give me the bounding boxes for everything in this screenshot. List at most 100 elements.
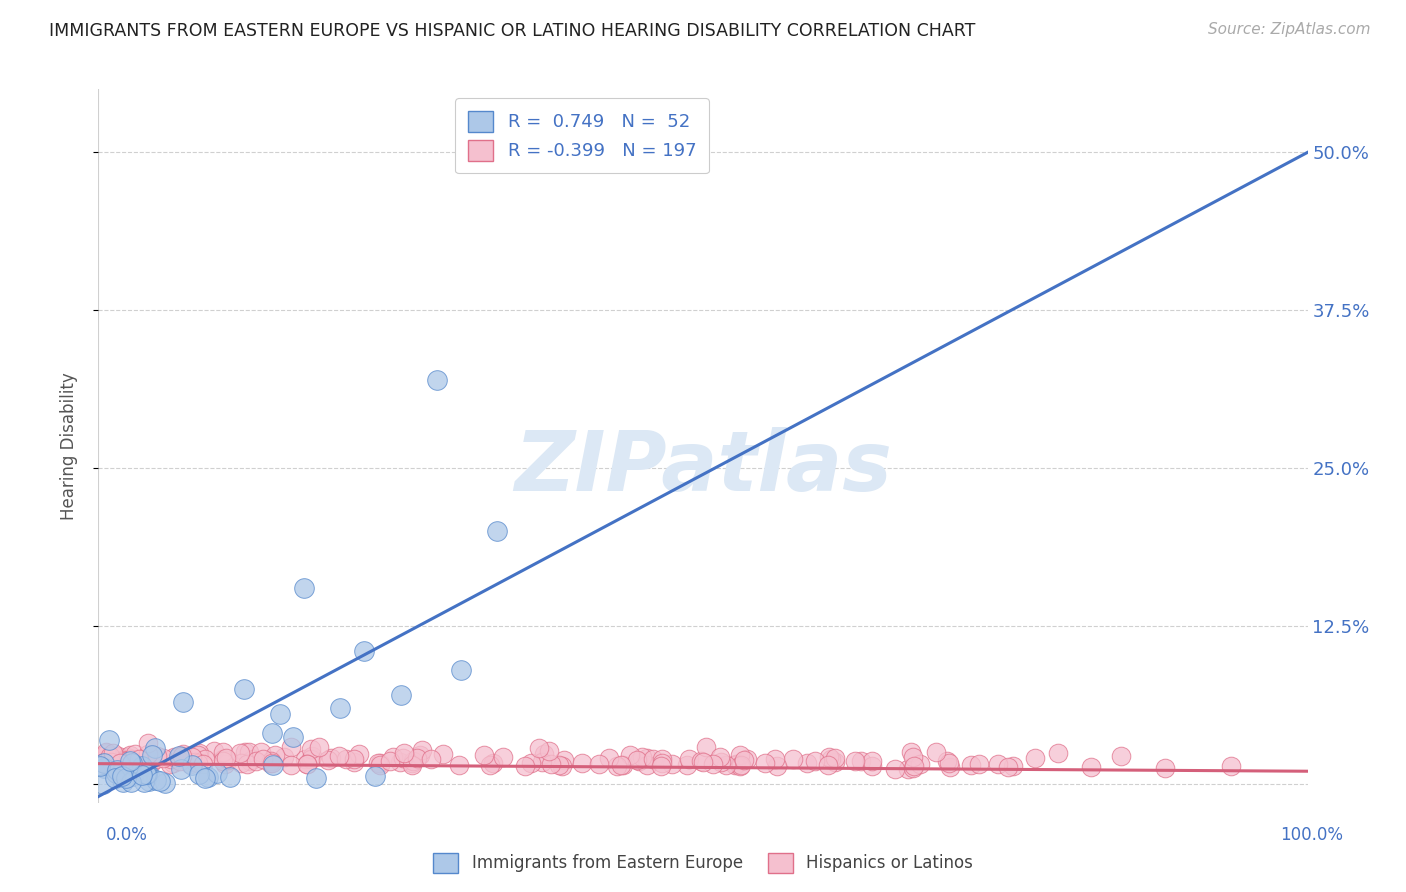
Point (97, 753, 120, 767)
Point (724, 757, 747, 772)
Point (136, 767, 159, 781)
Point (763, 751, 786, 765)
Point (93, 751, 115, 765)
Point (636, 758, 658, 772)
Point (851, 755, 873, 769)
Point (938, 760, 960, 774)
Point (728, 758, 751, 772)
Point (1109, 749, 1132, 764)
Point (89, 759, 111, 773)
Point (531, 755, 554, 769)
Point (280, 757, 302, 772)
Point (409, 748, 432, 763)
Point (145, 752, 167, 766)
Point (796, 756, 818, 770)
Point (1047, 746, 1070, 760)
Point (180, 757, 202, 772)
Point (651, 756, 673, 770)
Point (730, 758, 752, 772)
Point (212, 752, 235, 766)
Point (908, 756, 931, 771)
Point (824, 751, 846, 765)
Point (121, 755, 143, 769)
Point (107, 754, 129, 768)
Point (141, 756, 163, 771)
Point (321, 751, 343, 765)
Point (280, 740, 302, 755)
Point (492, 750, 515, 764)
Point (179, 757, 201, 772)
Point (728, 747, 751, 762)
Point (114, 756, 136, 770)
Point (112, 756, 135, 770)
Point (295, 756, 318, 771)
Point (173, 749, 195, 764)
Point (695, 740, 717, 755)
Point (121, 774, 143, 789)
Point (1080, 760, 1102, 774)
Point (108, 756, 131, 771)
Point (692, 755, 714, 769)
Y-axis label: Hearing Disability: Hearing Disability (59, 372, 77, 520)
Point (299, 741, 322, 756)
Point (612, 757, 634, 772)
Point (260, 756, 283, 770)
Point (553, 753, 575, 767)
Point (184, 755, 207, 769)
Point (138, 773, 160, 788)
Point (249, 745, 271, 759)
Point (724, 757, 747, 772)
Point (308, 739, 330, 754)
Point (627, 754, 650, 768)
Point (233, 745, 256, 759)
Point (299, 752, 322, 766)
Point (172, 695, 194, 709)
Point (884, 762, 907, 776)
Point (367, 756, 389, 770)
Point (804, 754, 827, 768)
Point (450, 663, 472, 677)
Point (636, 750, 658, 764)
Point (987, 756, 1010, 771)
Point (551, 759, 574, 773)
Point (112, 755, 135, 769)
Point (160, 752, 183, 766)
Point (172, 748, 194, 763)
Point (259, 756, 281, 770)
Point (482, 756, 505, 770)
Point (110, 768, 132, 782)
Point (115, 750, 138, 764)
Point (710, 755, 733, 769)
Legend: Immigrants from Eastern Europe, Hispanics or Latinos: Immigrants from Eastern Europe, Hispanic… (426, 847, 980, 880)
Point (900, 745, 922, 759)
Point (202, 743, 225, 757)
Point (134, 766, 156, 780)
Point (194, 771, 217, 785)
Point (335, 752, 357, 766)
Point (782, 752, 804, 766)
Point (997, 759, 1019, 773)
Point (631, 750, 654, 764)
Point (353, 644, 375, 658)
Point (131, 768, 153, 782)
Point (129, 767, 152, 781)
Point (292, 581, 315, 595)
Point (97, 732, 120, 747)
Point (347, 747, 370, 761)
Point (903, 761, 925, 775)
Point (122, 769, 145, 783)
Point (702, 757, 724, 772)
Point (588, 757, 610, 772)
Point (364, 769, 387, 783)
Point (236, 756, 259, 771)
Point (486, 524, 509, 539)
Point (96, 756, 118, 771)
Point (124, 747, 146, 761)
Point (316, 753, 339, 767)
Point (650, 759, 672, 773)
Point (245, 754, 267, 768)
Point (125, 756, 148, 771)
Point (938, 756, 960, 771)
Point (472, 748, 495, 763)
Point (402, 755, 425, 769)
